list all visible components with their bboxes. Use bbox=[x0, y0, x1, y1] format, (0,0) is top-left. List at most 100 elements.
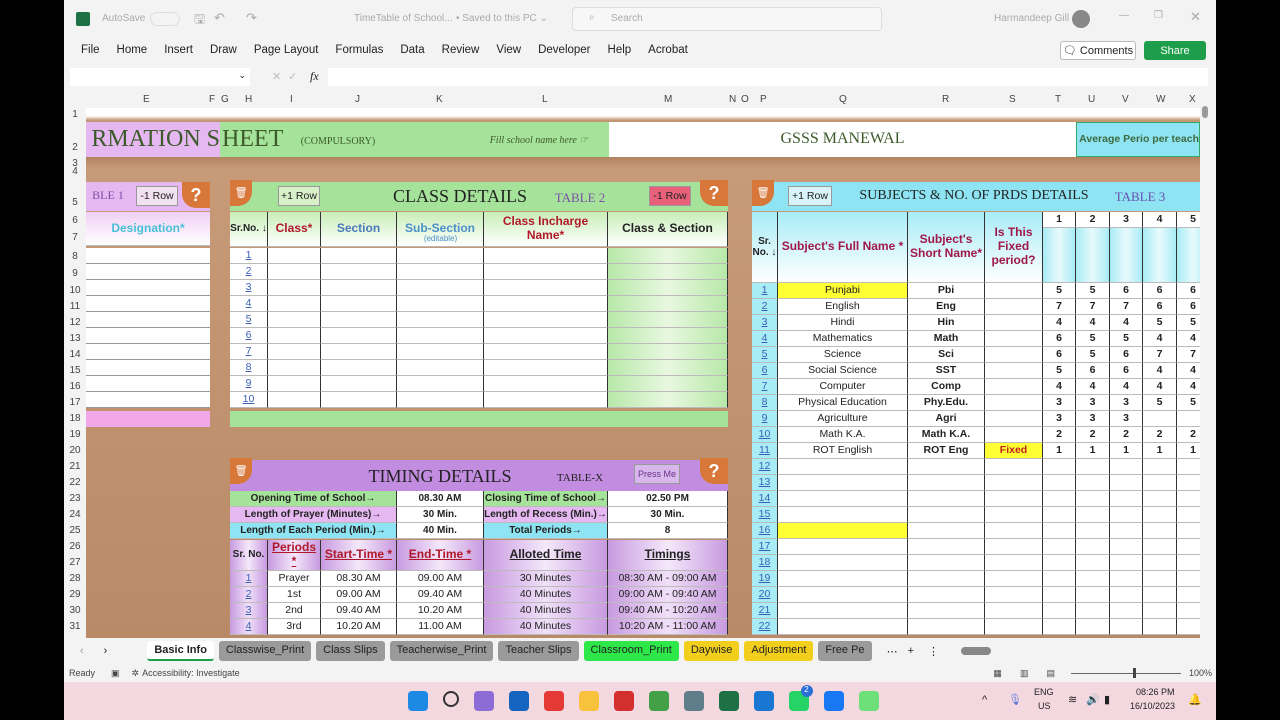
table3-sr-link[interactable]: 11 bbox=[752, 443, 778, 459]
period-count[interactable]: 4 bbox=[1143, 379, 1177, 395]
row-header-20[interactable]: 20 bbox=[69, 445, 81, 456]
subject-full-name[interactable] bbox=[778, 603, 908, 619]
row-header-17[interactable]: 17 bbox=[69, 397, 81, 408]
period-count[interactable] bbox=[1076, 619, 1110, 635]
period-count[interactable]: 6 bbox=[1043, 347, 1076, 363]
table2-sr-link[interactable]: 9 bbox=[230, 376, 268, 392]
table2-sr-link[interactable]: 5 bbox=[230, 312, 268, 328]
period-count[interactable] bbox=[1143, 571, 1177, 587]
table2-cell[interactable] bbox=[484, 344, 608, 360]
row-header-5[interactable]: 5 bbox=[72, 197, 78, 208]
table2-sr-link[interactable]: 1 bbox=[230, 248, 268, 264]
period-count[interactable]: 3 bbox=[1110, 395, 1143, 411]
table2-cell[interactable] bbox=[321, 248, 397, 264]
table3-sr-link[interactable]: 5 bbox=[752, 347, 778, 363]
timing-cell[interactable]: 09.40 AM bbox=[397, 587, 484, 603]
table3-sr-link[interactable]: 20 bbox=[752, 587, 778, 603]
period-count[interactable] bbox=[1143, 411, 1177, 427]
subject-short-name[interactable] bbox=[908, 571, 985, 587]
row-header-2[interactable]: 2 bbox=[72, 142, 78, 153]
user-name[interactable]: Harmandeep Gill bbox=[994, 13, 1070, 24]
period-count[interactable] bbox=[1043, 571, 1076, 587]
table2-sr-link[interactable]: 10 bbox=[230, 392, 268, 408]
row-header-10[interactable]: 10 bbox=[69, 285, 81, 296]
table2-cell[interactable] bbox=[268, 376, 321, 392]
options-icon[interactable]: ⋮ bbox=[928, 645, 939, 658]
save-status[interactable]: • Saved to this PC ⌄ bbox=[456, 13, 548, 24]
ribbon-tab-view[interactable]: View bbox=[496, 44, 522, 56]
table2-cell[interactable] bbox=[608, 344, 728, 360]
table3-sr-link[interactable]: 10 bbox=[752, 427, 778, 443]
period-count[interactable] bbox=[1076, 571, 1110, 587]
timing-cell[interactable]: Prayer bbox=[268, 571, 321, 587]
table2-cell[interactable] bbox=[397, 328, 484, 344]
subject-full-name[interactable] bbox=[778, 555, 908, 571]
period-count[interactable]: 1 bbox=[1177, 443, 1200, 459]
subject-full-name[interactable] bbox=[778, 507, 908, 523]
table2-plus-row-button[interactable]: +1 Row bbox=[278, 186, 320, 206]
table2-cell[interactable] bbox=[484, 360, 608, 376]
period-count[interactable] bbox=[1143, 459, 1177, 475]
subject-short-name[interactable]: Agri bbox=[908, 411, 985, 427]
table2-cell[interactable] bbox=[397, 360, 484, 376]
fixed-period-cell[interactable] bbox=[985, 315, 1043, 331]
page-break-view-icon[interactable]: ▤ bbox=[1046, 667, 1055, 678]
table2-minus-row-button[interactable]: -1 Row bbox=[649, 186, 691, 206]
file-explorer-icon[interactable] bbox=[578, 691, 599, 711]
timing-cell[interactable]: 10.20 AM bbox=[397, 603, 484, 619]
period-count[interactable]: 7 bbox=[1043, 299, 1076, 315]
subject-full-name[interactable] bbox=[778, 587, 908, 603]
period-count[interactable]: 4 bbox=[1143, 331, 1177, 347]
period-count[interactable] bbox=[1110, 571, 1143, 587]
ribbon-tab-help[interactable]: Help bbox=[607, 44, 632, 56]
period-count[interactable]: 6 bbox=[1043, 331, 1076, 347]
table2-sr-link[interactable]: 7 bbox=[230, 344, 268, 360]
table2-cell[interactable] bbox=[608, 312, 728, 328]
table2-cell[interactable] bbox=[397, 392, 484, 408]
column-header-G[interactable]: G bbox=[221, 94, 229, 105]
row-header-3[interactable]: 3 bbox=[72, 158, 78, 169]
autosave-toggle[interactable] bbox=[150, 12, 180, 26]
row-header-22[interactable]: 22 bbox=[69, 477, 81, 488]
table3-sr-link[interactable]: 9 bbox=[752, 411, 778, 427]
period-count[interactable]: 5 bbox=[1177, 395, 1200, 411]
fixed-period-cell[interactable] bbox=[985, 331, 1043, 347]
period-count[interactable] bbox=[1043, 491, 1076, 507]
row-header-1[interactable]: 1 bbox=[72, 109, 78, 120]
delete-table2-icon[interactable]: 🗑 bbox=[230, 180, 252, 206]
column-header-U[interactable]: U bbox=[1088, 94, 1096, 105]
column-header-W[interactable]: W bbox=[1156, 94, 1166, 105]
period-count[interactable]: 2 bbox=[1143, 427, 1177, 443]
windows-icon[interactable] bbox=[407, 691, 428, 711]
table2-sr-link[interactable]: 2 bbox=[230, 264, 268, 280]
subject-full-name[interactable] bbox=[778, 619, 908, 635]
row-header-30[interactable]: 30 bbox=[69, 605, 81, 616]
language[interactable]: ENG bbox=[1034, 687, 1054, 697]
ribbon-tab-page-layout[interactable]: Page Layout bbox=[253, 44, 319, 56]
fixed-period-cell[interactable] bbox=[985, 539, 1043, 555]
redo-icon[interactable]: ↷ bbox=[246, 10, 257, 25]
facebook-icon[interactable] bbox=[823, 691, 844, 711]
ribbon-tab-insert[interactable]: Insert bbox=[164, 44, 193, 56]
timing-cell[interactable]: 3rd bbox=[268, 619, 321, 635]
worksheet-grid[interactable]: RMATION S HEET (COMPULSORY) Fill school nam… bbox=[86, 108, 1200, 638]
period-count[interactable] bbox=[1110, 555, 1143, 571]
row-header-7[interactable]: 7 bbox=[72, 232, 78, 243]
subject-short-name[interactable]: Math K.A. bbox=[908, 427, 985, 443]
table3-sr-link[interactable]: 18 bbox=[752, 555, 778, 571]
enter-icon[interactable]: ✓ bbox=[288, 71, 298, 83]
sheet-tab-classwise-print[interactable]: Classwise_Print bbox=[218, 641, 312, 661]
row-header-15[interactable]: 15 bbox=[69, 365, 81, 376]
school-name-cell[interactable]: GSSS MANEWAL bbox=[609, 122, 1076, 157]
period-count[interactable]: 5 bbox=[1143, 315, 1177, 331]
table2-cell[interactable] bbox=[321, 392, 397, 408]
period-count[interactable]: 2 bbox=[1110, 427, 1143, 443]
timing-cell[interactable]: 08.30 AM bbox=[321, 571, 397, 587]
delete-timing-icon[interactable]: 🗑 bbox=[230, 458, 252, 484]
period-count[interactable] bbox=[1110, 587, 1143, 603]
period-count[interactable] bbox=[1177, 603, 1200, 619]
timing-cell[interactable]: 09.00 AM bbox=[397, 571, 484, 587]
period-count[interactable] bbox=[1076, 475, 1110, 491]
table2-cell[interactable] bbox=[608, 280, 728, 296]
subject-full-name[interactable] bbox=[778, 571, 908, 587]
